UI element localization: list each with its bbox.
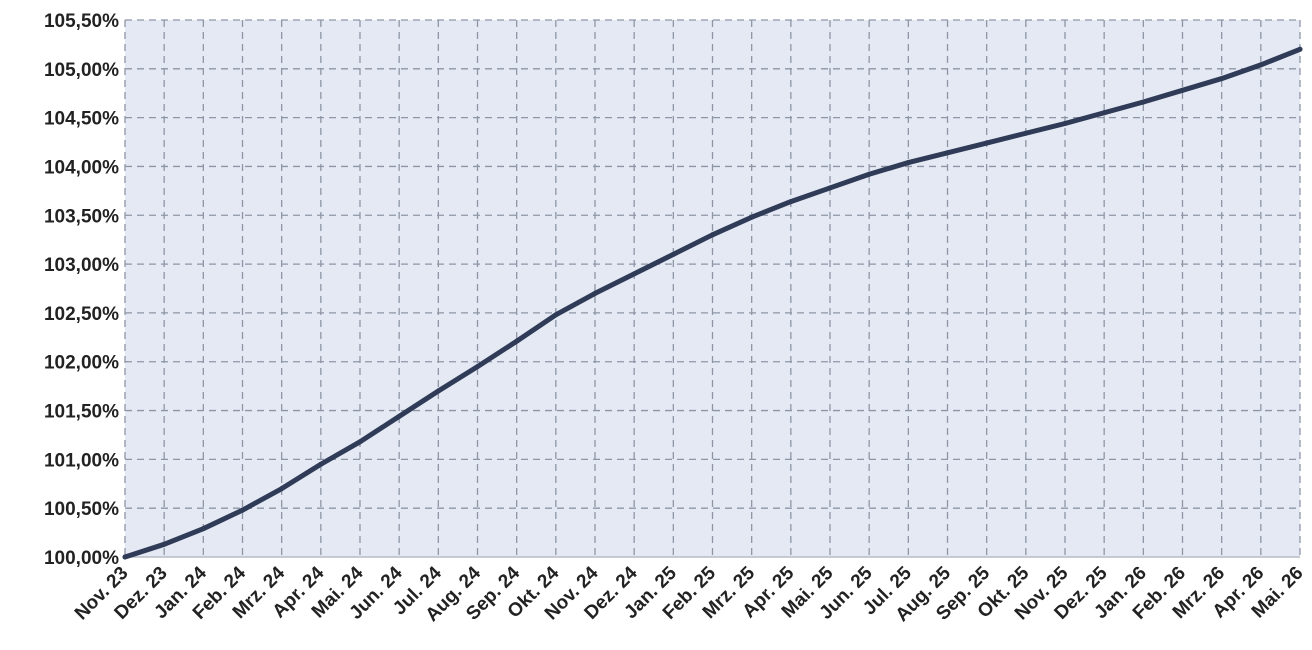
data-point — [122, 554, 128, 560]
data-point — [279, 486, 285, 492]
data-point — [670, 251, 676, 257]
y-tick-label: 104,50% — [44, 109, 119, 130]
data-point — [866, 171, 872, 177]
data-point — [396, 413, 402, 419]
y-tick-label: 100,50% — [44, 499, 119, 520]
data-point — [1219, 76, 1225, 82]
data-point — [161, 541, 167, 547]
y-tick-label: 103,00% — [44, 255, 119, 276]
data-point — [827, 185, 833, 191]
data-point — [553, 312, 559, 318]
data-point — [710, 232, 715, 238]
data-point — [1023, 130, 1029, 136]
data-point — [749, 214, 755, 220]
data-point — [1297, 46, 1303, 52]
y-axis-tick-labels: 100,00% 100,50% 101,00% 101,50% 102,00% 102,5… — [44, 11, 119, 569]
y-tick-label: 104,00% — [44, 157, 119, 178]
data-point — [240, 507, 245, 513]
y-tick-label: 100,00% — [44, 548, 119, 569]
data-point — [984, 140, 990, 146]
data-point — [318, 461, 324, 467]
gridlines — [124, 19, 1301, 557]
data-point — [1062, 120, 1068, 126]
data-point — [1101, 110, 1107, 116]
y-tick-label: 105,00% — [44, 60, 119, 81]
data-point — [945, 150, 950, 156]
data-point — [514, 338, 520, 344]
data-points — [122, 46, 1303, 560]
y-tick-label: 101,50% — [44, 402, 119, 423]
y-tick-label: 105,50% — [44, 11, 119, 32]
data-point — [1258, 62, 1264, 68]
y-tick-label: 102,00% — [44, 353, 119, 374]
data-point — [435, 388, 441, 394]
data-point — [357, 439, 363, 445]
y-tick-label: 103,50% — [44, 206, 119, 227]
data-point — [1140, 99, 1146, 105]
data-point — [631, 271, 637, 277]
data-point — [1180, 87, 1185, 93]
data-point — [592, 290, 598, 296]
data-point — [788, 199, 794, 205]
y-tick-label: 101,00% — [44, 450, 119, 471]
data-point — [475, 364, 480, 370]
data-point — [905, 160, 911, 166]
data-point — [200, 526, 206, 532]
y-tick-label: 102,50% — [44, 304, 119, 325]
